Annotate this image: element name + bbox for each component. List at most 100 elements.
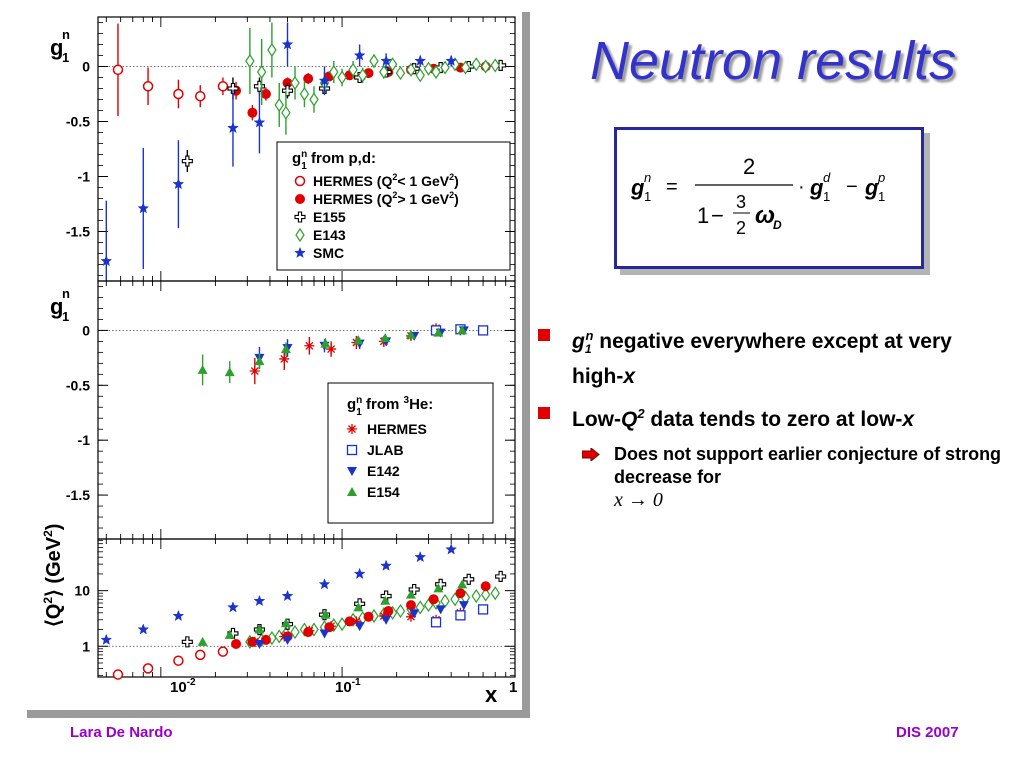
legend1-title-rest: from p,d:	[307, 150, 376, 167]
bullet-item-2: Low-Q2 data tends to zero at low-x	[538, 400, 1008, 433]
chart3-point	[280, 618, 291, 628]
chart1-point	[247, 107, 258, 118]
chart1-ytick-label: 0	[82, 59, 90, 75]
legend2-title-g: g	[347, 396, 356, 413]
legend2-marker-1	[346, 444, 358, 456]
chart3-point	[477, 604, 489, 615]
chart2-series-3	[197, 325, 468, 386]
chart3-ytick-label: 10	[74, 583, 90, 599]
chart1-ytick-label: -1	[78, 169, 91, 185]
chart1-point	[142, 81, 154, 92]
legend1-marker-3	[295, 227, 305, 243]
chart3-point	[430, 617, 442, 628]
legend2-entry-1: JLAB	[367, 442, 404, 458]
panel3-ylabel-sup2: 2	[41, 530, 55, 537]
chart3-point	[405, 589, 416, 599]
sub-bullet: Does not support earlier conjecture of s…	[538, 443, 1008, 512]
chart1-point	[387, 57, 398, 72]
chart3-point	[249, 636, 260, 647]
panel3-ylabel: ⟨Q2⟩ (GeV2)	[41, 524, 65, 627]
chart1-point	[217, 81, 229, 92]
formula-gp-sub: 1	[878, 189, 885, 204]
chart3-point	[363, 611, 374, 622]
formula-equals: =	[666, 176, 678, 198]
chart1-point	[445, 54, 458, 66]
chart3-point	[172, 609, 185, 622]
bullet2-pre: Low-	[572, 408, 621, 432]
chart2-point	[326, 344, 337, 355]
legend1-marker-4	[294, 246, 306, 258]
formula-gp-sup: p	[877, 170, 885, 185]
legend1-entry-1: HERMES (Q2> 1 GeV2)	[313, 190, 459, 207]
chart3-point	[414, 550, 427, 563]
legend2-title-rest: from	[362, 396, 404, 413]
bullet1-text: negative everywhere except at very high-	[572, 330, 952, 389]
bullet1-sup: n	[585, 328, 594, 343]
panel3-ylabel-end: )	[43, 524, 65, 531]
chart1-point	[471, 57, 481, 72]
chart3-point	[227, 627, 239, 640]
panel3-ylabel-sup: 2	[41, 597, 55, 604]
chart3-point	[428, 594, 439, 605]
svg-text:gn1 from p,d:: gn 1 from p,d:	[292, 149, 376, 172]
chart1-point	[380, 54, 392, 66]
chart1-point	[253, 116, 266, 128]
bullet2-italic: Q	[620, 408, 638, 432]
panel2-ylabel-main: g	[50, 294, 63, 319]
chart1-series-1	[231, 61, 491, 121]
chart3-point	[435, 578, 447, 590]
chart3-point	[445, 543, 458, 555]
formula-frac-den: 2	[736, 218, 746, 238]
chart3-point	[405, 600, 416, 611]
legend1-title-sub: 1	[301, 161, 307, 172]
chart3-point	[354, 622, 365, 632]
chart1-point	[173, 88, 184, 100]
chart2-ytick-label: -1.5	[66, 487, 90, 503]
legend1-marker-2	[294, 211, 306, 223]
bullet-item-1: g1n negative everywhere except at very h…	[538, 322, 1008, 390]
legend2-title-tail: He:	[409, 396, 433, 413]
legend2-marker-0	[347, 424, 357, 434]
chart1-point	[267, 42, 277, 58]
chart3-point	[217, 646, 229, 657]
legend1-entry-2: E155	[313, 209, 346, 225]
chart3-point	[290, 624, 300, 640]
chart2-ytick-label: 0	[82, 322, 90, 338]
legend2-title-sup: n	[356, 395, 362, 406]
footer-conference: DIS 2007	[896, 724, 959, 741]
chart1-point	[256, 64, 267, 80]
chart3-point	[254, 624, 265, 634]
bullet2-sup: 2	[637, 406, 645, 422]
chart1-point	[181, 155, 193, 167]
chart2-point	[320, 338, 331, 348]
chart1-point	[329, 64, 339, 80]
chart3-point	[320, 609, 331, 619]
legend2-title-sub: 1	[356, 407, 362, 418]
legend2-title-sup2: 3	[404, 395, 410, 406]
slide-title: Neutron results	[590, 31, 957, 91]
chart3-point	[181, 636, 193, 648]
chart2-point	[197, 364, 208, 374]
formula-denom-minus: −	[711, 203, 724, 228]
svg-text:⟨Q2⟩ (GeV2): ⟨Q2⟩ (GeV2)	[41, 524, 65, 627]
chart1-point	[281, 38, 294, 50]
panel1-ylabel-main: g	[50, 35, 63, 60]
legend1-marker-0	[294, 175, 306, 187]
bullet-list: g1n negative everywhere except at very h…	[538, 322, 1008, 512]
chart1-point	[406, 62, 416, 77]
chart3-point	[495, 570, 507, 583]
formula-gd-sup: d	[823, 170, 831, 185]
legend2-marker-3	[347, 487, 357, 496]
chart2-point	[433, 327, 444, 337]
chart2-point	[304, 340, 315, 351]
chart3-point	[457, 579, 468, 589]
panel2-ylabel: g n 1	[50, 286, 70, 324]
legend1-marker-1	[295, 194, 305, 204]
chart2-point	[380, 333, 391, 343]
chart1-point	[431, 64, 441, 80]
formula-omega-sub: D	[773, 218, 782, 232]
chart3-point	[353, 567, 366, 579]
chart3-point	[395, 603, 406, 619]
legend-panel1: gn 1 from p,d: HERMES (Q2< 1 GeV2) HERMES…	[276, 141, 511, 271]
chart3-series-7	[254, 601, 469, 649]
